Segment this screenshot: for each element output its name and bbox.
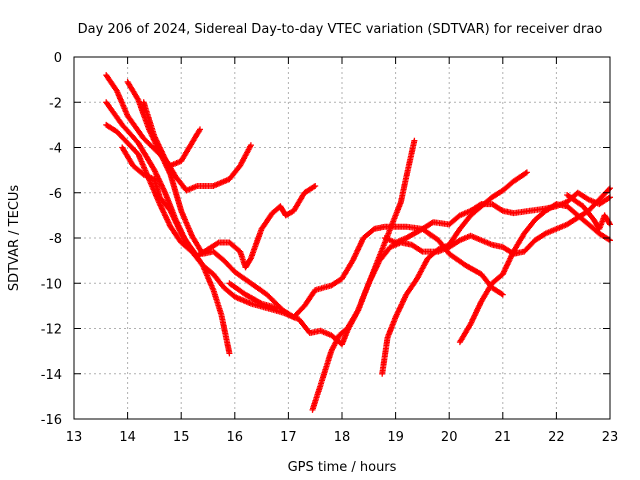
series-track-12 (564, 192, 613, 232)
y-tick-label: -14 (41, 368, 62, 383)
x-tick-label: 22 (548, 430, 565, 445)
series-markers (140, 99, 254, 194)
x-tick-label: 20 (441, 430, 458, 445)
series-markers (564, 192, 613, 232)
x-tick-label: 16 (227, 430, 244, 445)
series-track-5 (124, 78, 506, 321)
data-series (103, 72, 613, 413)
x-tick-label: 23 (602, 430, 619, 445)
y-tick-label: -2 (49, 96, 62, 111)
x-tick-label: 18 (334, 430, 351, 445)
y-tick-label: -8 (49, 232, 62, 247)
series-markers (309, 137, 418, 413)
x-tick-label: 14 (119, 430, 136, 445)
series-track-11 (456, 201, 613, 346)
series-track-4 (119, 144, 233, 357)
axis-ticks (73, 56, 611, 420)
y-tick-label: -10 (41, 277, 62, 292)
series-markers (119, 144, 233, 357)
x-tick-label: 15 (173, 430, 190, 445)
series-markers (124, 78, 506, 321)
series-track-7 (226, 280, 281, 312)
chart-title: Day 206 of 2024, Sidereal Day-to-day VTE… (78, 22, 603, 37)
y-tick-label: -12 (41, 323, 62, 338)
y-tick-label: -16 (41, 413, 62, 428)
series-markers (456, 201, 613, 346)
series-track-8 (309, 137, 418, 413)
x-axis-label: GPS time / hours (288, 460, 397, 475)
x-tick-label: 13 (66, 430, 83, 445)
y-tick-label: 0 (54, 51, 62, 66)
grid-lines (74, 57, 610, 419)
y-tick-label: -4 (49, 142, 62, 157)
series-track-6 (140, 99, 254, 194)
y-tick-labels: 0 -2 -4 -6 -8 -10 -12 -14 -16 (41, 51, 62, 428)
x-tick-labels: 13 14 15 16 17 18 19 20 21 22 23 (66, 430, 619, 445)
x-tick-label: 19 (387, 430, 404, 445)
x-tick-label: 17 (280, 430, 297, 445)
x-tick-label: 21 (495, 430, 512, 445)
y-tick-label: -6 (49, 187, 62, 202)
y-axis-label: SDTVAR / TECUs (7, 185, 22, 292)
series-markers (226, 280, 281, 312)
